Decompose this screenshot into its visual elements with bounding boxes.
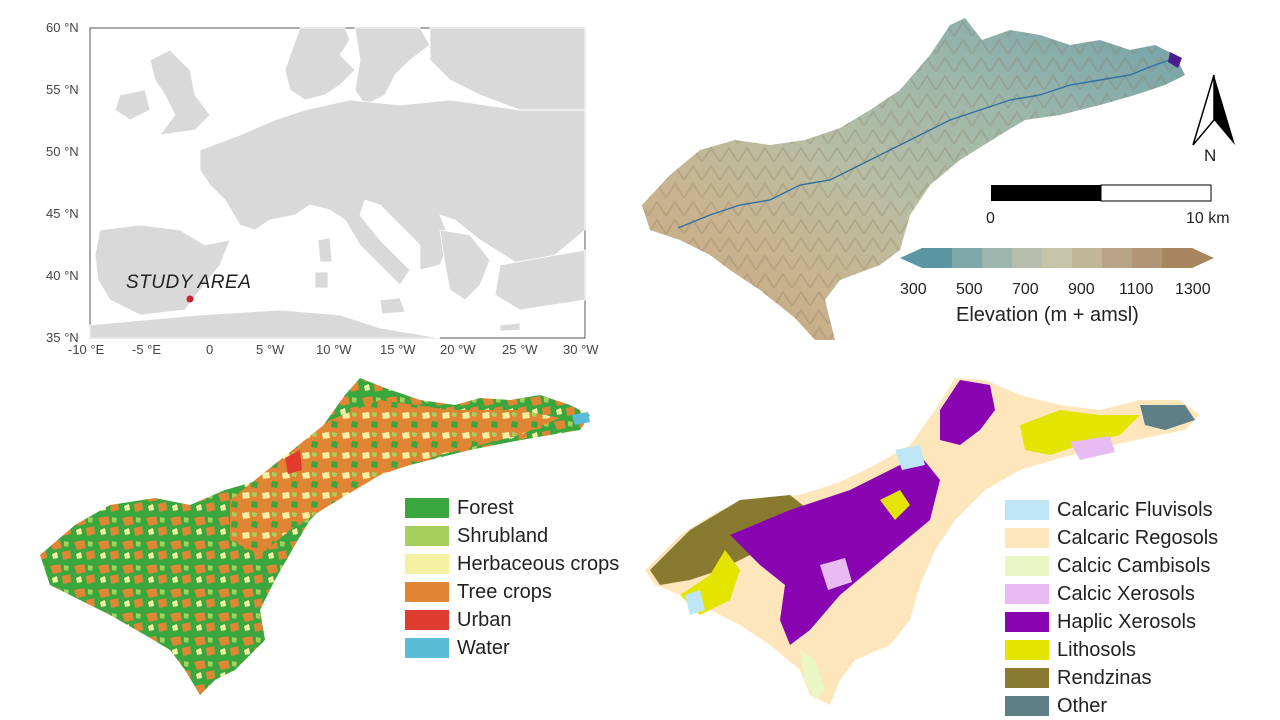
legend-item: Water <box>405 637 510 659</box>
north-arrow-icon <box>1192 74 1235 146</box>
legend-item: Calcic Cambisols <box>1005 555 1210 577</box>
legend-label: Shrubland <box>457 524 549 547</box>
elevation-bar-segment <box>1132 248 1163 268</box>
lon-tick: 0 <box>206 342 214 357</box>
legend-item: Rendzinas <box>1005 667 1152 689</box>
legend-label: Calcaric Fluvisols <box>1057 498 1213 521</box>
elevation-bar-segment <box>1042 248 1073 268</box>
legend-swatch <box>405 582 449 602</box>
elevation-bar-segment <box>1162 248 1193 268</box>
legend-label: Haplic Xerosols <box>1057 610 1196 633</box>
lat-tick: 45 °N <box>46 206 79 221</box>
legend-item: Tree crops <box>405 581 552 603</box>
study-area-label: STUDY AREA <box>126 272 252 293</box>
legend-item: Calcaric Regosols <box>1005 527 1218 549</box>
legend-label: Rendzinas <box>1057 666 1152 689</box>
legend-label: Lithosols <box>1057 638 1136 661</box>
elevation-relief <box>642 18 1235 340</box>
elevation-legend-title: Elevation (m + amsl) <box>956 304 1139 326</box>
legend-swatch <box>405 638 449 658</box>
lon-tick: 25 °W <box>502 342 538 357</box>
lon-tick: 15 °W <box>380 342 416 357</box>
land-use-map: Forest Shrubland Herbaceous crops Tree crop… <box>0 370 640 720</box>
legend-swatch <box>405 554 449 574</box>
legend-label: Calcic Cambisols <box>1057 554 1211 577</box>
legend-label: Herbaceous crops <box>457 552 620 575</box>
soil-map: Calcaric Fluvisols Calcaric Regosols Calci… <box>640 370 1280 720</box>
elevation-map: N 0 10 km 300 500 700 900 1100 1300 Elev… <box>630 0 1280 370</box>
elevation-tick: 1100 <box>1119 281 1154 298</box>
legend-swatch <box>405 498 449 518</box>
legend-swatch <box>405 610 449 630</box>
lon-tick: -10 °E <box>68 342 105 357</box>
elevation-tick: 900 <box>1068 281 1095 298</box>
lat-tick: 40 °N <box>46 268 79 283</box>
study-area-marker <box>186 295 194 303</box>
lat-tick: 60 °N <box>46 20 79 35</box>
legend-swatch <box>405 526 449 546</box>
legend-item: Calcaric Fluvisols <box>1005 499 1213 521</box>
legend-swatch <box>1005 528 1049 548</box>
elevation-tick: 1300 <box>1175 281 1211 298</box>
legend-item: Urban <box>405 609 511 631</box>
elevation-tick: 500 <box>956 281 983 298</box>
lat-tick: 35 °N <box>46 330 79 345</box>
scale-bar-filled <box>991 185 1101 201</box>
legend-swatch <box>1005 696 1049 716</box>
legend-item: Calcic Xerosols <box>1005 583 1195 605</box>
legend-swatch <box>1005 556 1049 576</box>
elevation-bar-segment <box>1012 248 1043 268</box>
legend-item: Lithosols <box>1005 639 1136 661</box>
elevation-bar-segment <box>952 248 983 268</box>
legend-item: Shrubland <box>405 525 548 547</box>
legend-item: Haplic Xerosols <box>1005 611 1196 633</box>
legend-swatch <box>1005 612 1049 632</box>
lon-tick: 20 °W <box>440 342 476 357</box>
location-map: 60 °N 55 °N 50 °N 45 °N 40 °N 35 °N -10 … <box>0 0 620 370</box>
legend-label: Urban <box>457 608 512 631</box>
legend-item: Herbaceous crops <box>405 553 619 575</box>
legend-label: Other <box>1057 694 1108 717</box>
scale-bar-empty <box>1100 184 1212 202</box>
europe-map <box>89 27 586 339</box>
lon-tick: 5 °W <box>256 342 285 357</box>
legend-swatch <box>1005 640 1049 660</box>
lon-tick: 10 °W <box>316 342 352 357</box>
scale-start-label: 0 <box>986 210 995 227</box>
elevation-bar-arrow-low <box>900 248 922 268</box>
elevation-bar-segment <box>1102 248 1133 268</box>
lon-tick: 30 °W <box>563 342 599 357</box>
elevation-bar-segment <box>922 248 953 268</box>
legend-swatch <box>1005 584 1049 604</box>
legend-swatch <box>1005 668 1049 688</box>
elevation-bar-segment <box>982 248 1013 268</box>
lat-tick: 55 °N <box>46 82 79 97</box>
scale-end-label: 10 km <box>1186 210 1230 227</box>
legend-label: Calcaric Regosols <box>1057 526 1219 549</box>
legend-label: Forest <box>457 496 514 519</box>
north-label: N <box>1204 146 1217 165</box>
elevation-bar-arrow-high <box>1192 248 1214 268</box>
land-use-basin <box>40 378 590 695</box>
lat-tick: 50 °N <box>46 144 79 159</box>
legend-item: Forest <box>405 497 514 519</box>
elevation-tick: 700 <box>1012 281 1039 298</box>
elevation-bar-segment <box>1072 248 1103 268</box>
legend-label: Water <box>457 636 510 659</box>
legend-swatch <box>1005 500 1049 520</box>
soil-basin <box>645 378 1200 705</box>
legend-item: Other <box>1005 695 1107 717</box>
elevation-tick: 300 <box>900 281 927 298</box>
legend-label: Tree crops <box>457 580 552 603</box>
lon-tick: -5 °E <box>132 342 162 357</box>
elevation-color-bar <box>900 248 1214 268</box>
legend-label: Calcic Xerosols <box>1057 582 1195 605</box>
